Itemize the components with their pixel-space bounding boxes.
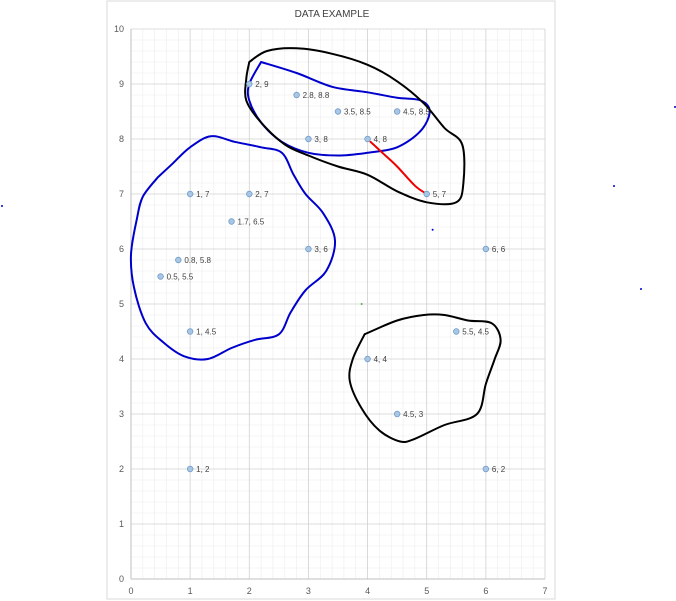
chart-title: DATA EXAMPLE bbox=[295, 9, 370, 20]
x-tick-label: 2 bbox=[247, 586, 252, 596]
y-tick-label: 9 bbox=[119, 79, 124, 89]
y-tick-label: 8 bbox=[119, 134, 124, 144]
data-point-label: 6, 2 bbox=[492, 465, 506, 474]
data-point-marker bbox=[364, 355, 371, 363]
x-tick-label: 7 bbox=[542, 586, 547, 596]
axis-lines bbox=[130, 29, 545, 580]
x-tick-label: 4 bbox=[365, 586, 370, 596]
data-point-label: 4, 4 bbox=[374, 355, 388, 364]
stray-dot bbox=[1, 205, 3, 207]
x-tick-label: 5 bbox=[424, 586, 429, 596]
data-point-label: 5.5, 4.5 bbox=[462, 328, 489, 337]
x-tick-label: 0 bbox=[128, 586, 133, 596]
y-tick-label: 1 bbox=[119, 519, 124, 529]
data-point-label: 5, 7 bbox=[433, 190, 447, 199]
data-point-marker bbox=[423, 190, 430, 198]
hand-drawn-loop-2 bbox=[129, 135, 337, 361]
data-point-label: 2.8, 8.8 bbox=[303, 91, 330, 100]
y-tick-label: 2 bbox=[119, 464, 124, 474]
data-point-marker bbox=[305, 135, 312, 143]
data-point-marker bbox=[228, 218, 235, 225]
data-point-marker bbox=[293, 91, 300, 99]
data-point-marker bbox=[305, 245, 312, 253]
data-point-label: 4.5, 3 bbox=[403, 410, 424, 419]
data-point-marker bbox=[334, 108, 342, 115]
data-point-label: 1, 4.5 bbox=[196, 328, 217, 337]
hand-drawn-stroke-4 bbox=[369, 140, 428, 195]
x-tick-label: 6 bbox=[483, 586, 488, 596]
stray-dot bbox=[360, 303, 363, 305]
data-point-label: 1.7, 6.5 bbox=[238, 218, 265, 227]
data-point-marker bbox=[453, 328, 460, 335]
data-point-label: 4.5, 8.5 bbox=[403, 108, 430, 117]
data-point-label: 4, 8 bbox=[374, 135, 388, 144]
y-tick-label: 7 bbox=[119, 189, 124, 199]
x-axis-tick-labels: 0 1 2 3 4 5 6 7 bbox=[128, 586, 547, 596]
data-points bbox=[157, 80, 490, 473]
stray-dot bbox=[431, 228, 434, 231]
data-point-label: 1, 7 bbox=[196, 190, 210, 199]
stray-dot bbox=[613, 185, 615, 187]
data-point-label: 0.8, 5.8 bbox=[184, 256, 211, 265]
hand-drawn-loop-3 bbox=[348, 313, 502, 444]
data-point-marker bbox=[246, 80, 253, 88]
data-point-label: 2, 7 bbox=[255, 190, 269, 199]
data-point-marker bbox=[186, 328, 194, 335]
data-point-label: 3, 8 bbox=[314, 135, 328, 144]
stray-dot bbox=[640, 288, 642, 290]
data-point-marker bbox=[186, 190, 194, 198]
data-point-marker bbox=[393, 410, 401, 418]
data-point-label: 6, 6 bbox=[492, 245, 506, 254]
data-point-marker bbox=[246, 190, 253, 198]
data-point-label: 3.5, 8.5 bbox=[344, 108, 371, 117]
y-tick-label: 4 bbox=[119, 354, 124, 364]
data-point-label: 3, 6 bbox=[314, 245, 328, 254]
y-axis-tick-labels: 0 1 2 3 4 5 6 7 8 9 10 bbox=[114, 24, 124, 584]
data-point-marker bbox=[482, 245, 490, 253]
x-tick-label: 3 bbox=[306, 586, 311, 596]
data-point-labels: 2, 9 2.8, 8.8 3.5, 8.5 4.5, 8.5 3, 8 4, 8 1, 7… bbox=[167, 80, 506, 474]
y-tick-label: 5 bbox=[119, 299, 124, 309]
data-point-label: 1, 2 bbox=[196, 465, 210, 474]
hand-drawn-loop-1 bbox=[244, 47, 466, 206]
data-point-marker bbox=[364, 135, 371, 143]
y-tick-label: 6 bbox=[119, 244, 124, 254]
data-point-marker bbox=[482, 465, 490, 473]
hand-drawn-annotations bbox=[129, 47, 502, 444]
data-point-label: 2, 9 bbox=[255, 80, 269, 89]
stray-pen-dots bbox=[1, 106, 676, 305]
x-tick-label: 1 bbox=[188, 586, 193, 596]
data-point-marker bbox=[175, 256, 182, 264]
y-tick-label: 10 bbox=[114, 24, 124, 34]
y-tick-label: 3 bbox=[119, 409, 124, 419]
data-point-marker bbox=[186, 465, 194, 473]
data-point-label: 0.5, 5.5 bbox=[167, 273, 194, 282]
chart-area-border bbox=[106, 0, 556, 600]
data-point-marker bbox=[393, 108, 401, 115]
y-tick-label: 0 bbox=[119, 574, 124, 584]
data-point-marker bbox=[157, 273, 164, 280]
